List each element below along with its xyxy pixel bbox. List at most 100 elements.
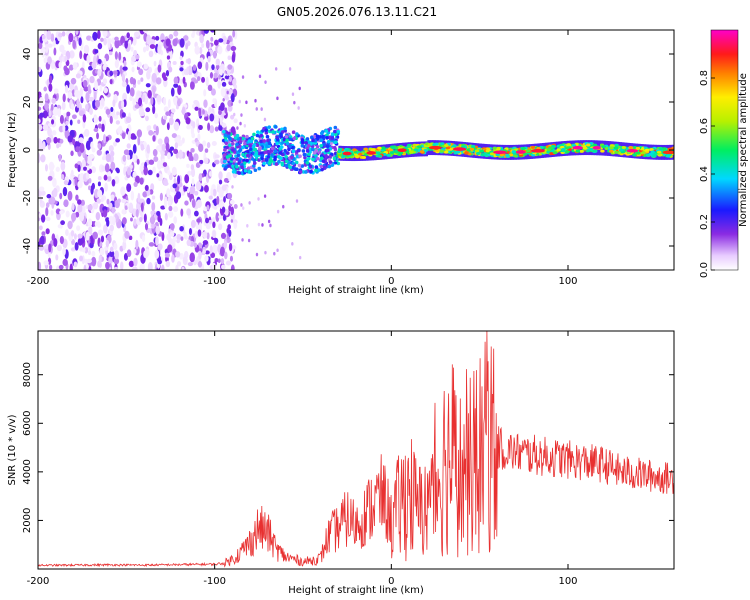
- spectrogram-cell: [152, 166, 156, 174]
- spectrogram-cell: [241, 238, 244, 242]
- spectrogram-cell: [221, 122, 227, 128]
- spectrogram-cell: [277, 154, 281, 159]
- spectrogram-cell: [220, 232, 227, 239]
- spectrogram-cell: [93, 91, 97, 101]
- spectrogram-cell: [145, 115, 149, 122]
- spectrogram-cell: [102, 64, 107, 71]
- spectrogram-cell: [273, 157, 277, 162]
- spectrogram-cell: [247, 238, 251, 243]
- spectrogram-cell: [120, 186, 126, 196]
- spectrogram-cell: [110, 106, 114, 113]
- spectrogram-cell: [193, 210, 199, 217]
- spectrogram-cell: [188, 227, 192, 235]
- x-tick-label: -200: [27, 576, 50, 587]
- spectrogram-cell: [83, 264, 87, 270]
- spectrogram-cell: [156, 210, 161, 217]
- spectrogram-cell: [133, 218, 137, 226]
- spectrogram-cell: [81, 159, 86, 167]
- spectrogram-cell: [165, 142, 170, 152]
- spectrogram-cell: [85, 92, 90, 102]
- spectrogram-cell: [223, 196, 226, 203]
- spectrogram-cell: [252, 161, 257, 165]
- spectrogram-cell: [52, 177, 57, 188]
- spectrogram-cell: [189, 252, 195, 263]
- spectrogram-cell: [328, 155, 332, 159]
- spectrogram-cell: [305, 161, 310, 165]
- spectrogram-cell: [256, 130, 260, 134]
- spectrogram-cell: [92, 99, 96, 110]
- spectrogram-cell: [91, 147, 96, 153]
- spectrogram-cell: [243, 168, 248, 173]
- spectrogram-cell: [92, 231, 98, 240]
- colorbar-tick-label: 0.4: [699, 166, 710, 182]
- spectrogram-cell: [220, 102, 225, 111]
- spectrogram-cell: [129, 87, 135, 97]
- spectrogram-cell: [168, 205, 173, 212]
- spectrogram-cell: [87, 250, 91, 256]
- spectrogram-cell: [204, 184, 209, 193]
- spectrogram-cell: [232, 78, 237, 86]
- spectrogram-cell: [311, 138, 315, 143]
- spectrogram-cell: [224, 107, 228, 114]
- spectrogram-cell: [319, 131, 324, 136]
- spectrogram-cell: [197, 61, 203, 70]
- spectrogram-cell: [565, 146, 570, 150]
- spectrogram-cell: [236, 153, 241, 158]
- spectrogram-cell: [139, 165, 144, 172]
- spectrogram-cell: [89, 75, 95, 84]
- spectrogram-cell: [280, 161, 284, 166]
- spectrogram-cell: [69, 119, 73, 126]
- spectrogram-cell: [139, 264, 144, 270]
- spectrogram-cell: [592, 149, 597, 153]
- spectrogram-cell: [218, 38, 224, 43]
- spectrogram-cell: [326, 148, 330, 153]
- spectrogram-cell: [84, 128, 90, 138]
- spectrogram-cell: [173, 216, 178, 224]
- spectrogram-cell: [440, 142, 445, 146]
- spectrogram-cell: [230, 114, 235, 120]
- spectrogram-cell: [40, 154, 46, 163]
- spectrogram-cell: [87, 218, 93, 228]
- spectrogram-cell: [180, 236, 184, 241]
- spectrogram-cell: [315, 144, 320, 149]
- spectrogram-cell: [62, 93, 66, 103]
- spectrogram-cell: [78, 110, 85, 117]
- spectrogram-cell: [275, 141, 279, 146]
- y-tick-label: 4000: [22, 459, 33, 484]
- spectrogram-cell: [97, 143, 102, 149]
- colorbar-tick-label: 0.2: [699, 214, 710, 230]
- spectrogram-cell: [228, 242, 233, 252]
- spectrogram-cell: [57, 108, 62, 118]
- spectrogram-cell: [162, 162, 168, 167]
- spectrogram-cell: [496, 146, 501, 150]
- spectrogram-cell: [377, 154, 382, 158]
- spectrogram-cell: [266, 155, 271, 159]
- spectrogram-cell: [90, 166, 97, 174]
- spectrogram-cell: [214, 154, 220, 159]
- spectrogram-cell: [154, 249, 160, 259]
- spectrogram-cell: [173, 76, 179, 85]
- spectrogram-cell: [126, 249, 132, 257]
- spectrogram-cell: [141, 234, 146, 243]
- spectrogram-cell: [53, 88, 59, 94]
- spectrogram-cell: [330, 163, 335, 167]
- spectrogram-cell: [79, 142, 85, 153]
- spectrogram-cell: [86, 54, 91, 64]
- spectrogram-cell: [97, 42, 103, 50]
- spectrogram-cell: [134, 104, 140, 109]
- spectrogram-cell: [190, 164, 195, 171]
- spectrogram-cell: [105, 261, 110, 270]
- spectrogram-cell: [475, 151, 481, 155]
- spectrogram-cell: [175, 251, 181, 258]
- spectrogram-cell: [223, 159, 227, 164]
- spectrogram-cell: [233, 221, 238, 230]
- spectrogram-cell: [38, 96, 44, 106]
- spectrogram-cell: [240, 113, 243, 117]
- spectrogram-cell: [88, 177, 92, 184]
- spectrogram-cell: [153, 156, 159, 163]
- spectrogram-cell: [75, 73, 81, 79]
- spectrogram-cell: [230, 93, 235, 103]
- spectrogram-cell: [264, 128, 269, 133]
- spectrogram-cell: [172, 38, 178, 47]
